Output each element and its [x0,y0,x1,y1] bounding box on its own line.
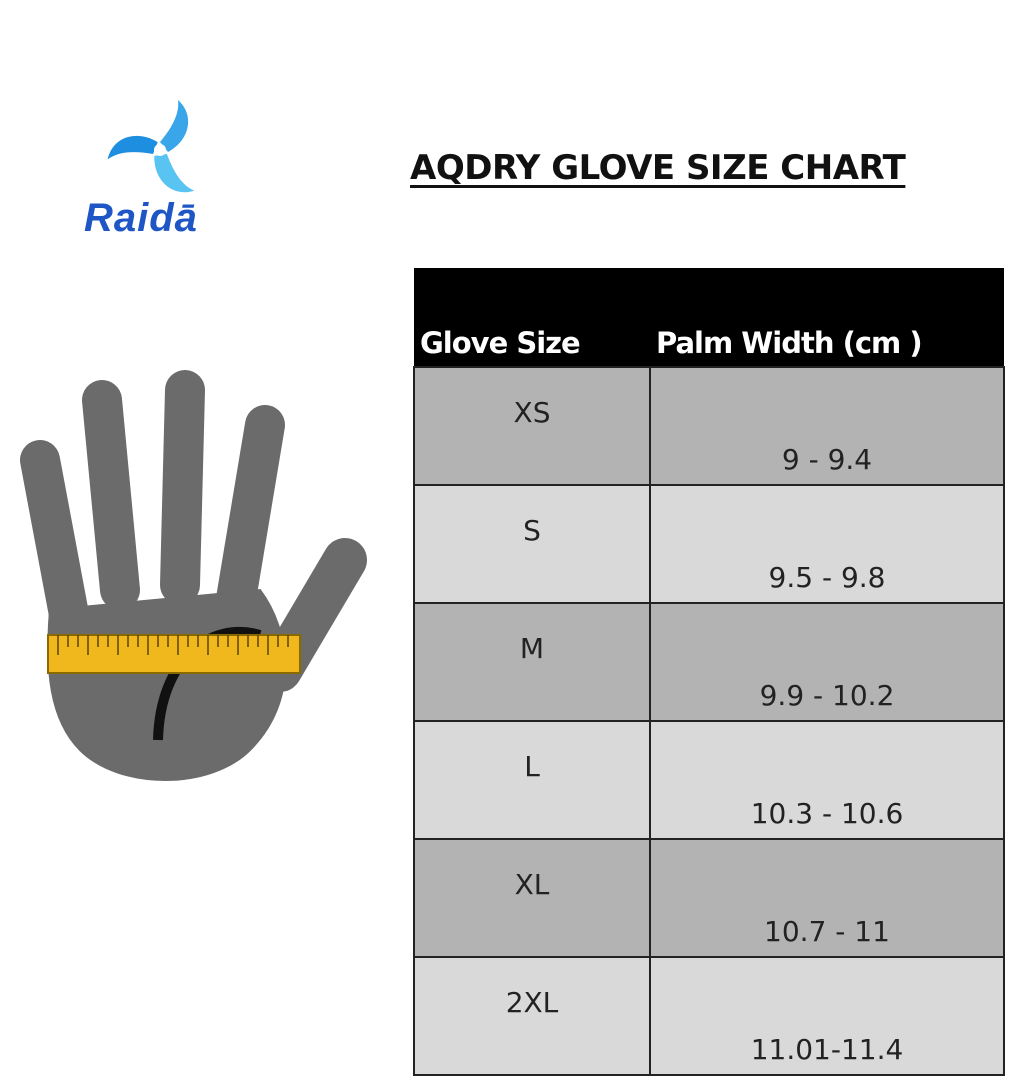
ruler-icon [47,634,301,674]
palm-width-cell: 11.01-11.4 [649,956,1005,1076]
page-title: AQDRY GLOVE SIZE CHART [410,148,906,188]
size-cell: XL [413,838,651,958]
size-cell: M [413,602,651,722]
header-glove-size: Glove Size [414,268,650,367]
hand-measure-illustration [20,370,367,781]
size-cell: L [413,720,651,840]
brand-name: Raidā [84,196,198,240]
table-row: L 10.3 - 10.6 [413,720,1005,840]
palm-width-cell: 9.9 - 10.2 [649,602,1005,722]
size-cell: 2XL [413,956,651,1076]
brand-logo-icon [107,100,195,193]
table-row: S 9.5 - 9.8 [413,484,1005,604]
table-row: XS 9 - 9.4 [413,366,1005,486]
palm-width-cell: 9 - 9.4 [649,366,1005,486]
size-cell: S [413,484,651,604]
palm-width-cell: 10.3 - 10.6 [649,720,1005,840]
table-header-row: Glove Size Palm Width (cm ) [414,268,1004,367]
table-row: M 9.9 - 10.2 [413,602,1005,722]
header-palm-width: Palm Width (cm ) [650,268,1004,367]
palm-width-cell: 10.7 - 11 [649,838,1005,958]
size-cell: XS [413,366,651,486]
table-row: XL 10.7 - 11 [413,838,1005,958]
table-row: 2XL 11.01-11.4 [413,956,1005,1076]
palm-width-cell: 9.5 - 9.8 [649,484,1005,604]
